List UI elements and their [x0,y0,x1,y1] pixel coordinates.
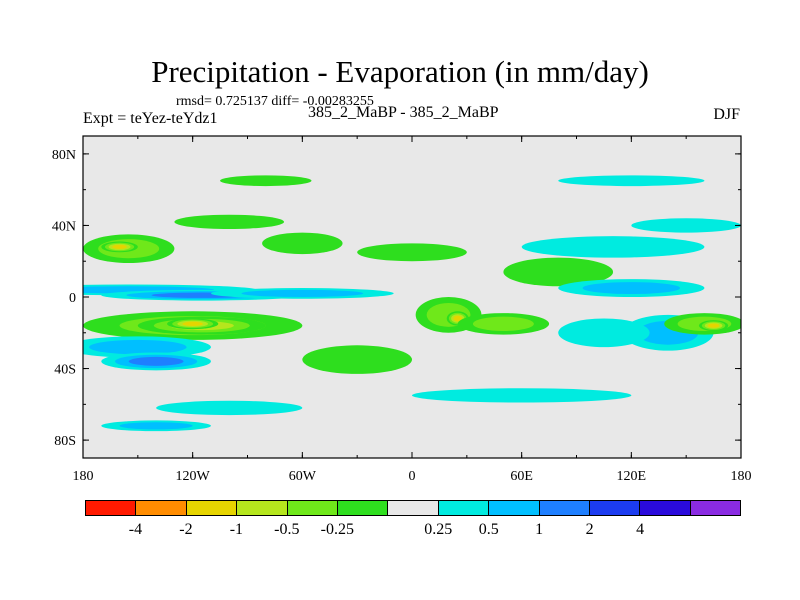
x-tick-label: 120E [617,469,647,484]
field-region [558,175,705,187]
field-region [156,400,303,416]
field-region [182,321,203,326]
x-tick-label: 60W [289,469,317,484]
x-tick-label: 120W [176,469,211,484]
y-tick-label: 80N [52,148,76,163]
colorbar-label: -4 [128,521,143,538]
colorbar-segment [589,501,641,515]
field-region [119,422,193,430]
field-region [453,315,463,322]
colorbar-label: -1 [229,521,244,538]
colorbar-segment [237,501,288,515]
x-tick-label: 180 [73,469,94,484]
colorbar-label: 0.25 [424,521,453,538]
colorbar-segment [287,501,338,515]
field-region [521,236,705,258]
field-region [241,289,364,297]
field-region [89,339,187,355]
colorbar [85,500,741,516]
y-tick-label: 80S [54,434,76,449]
chart-title: Precipitation - Evaporation (in mm/day) [151,54,649,89]
field-region [262,232,343,255]
field-region [582,282,681,295]
rmsd-diff-stats: rmsd= 0.725137 diff= -0.00283255 [176,94,374,109]
colorbar-segment [438,501,490,515]
x-tick-label: 180 [731,469,752,484]
colorbar-label: 2 [585,521,594,538]
colorbar-segment [337,501,389,515]
experiment-label: Expt = teYez-teYdz1 [83,110,218,127]
field-region [707,323,720,328]
field-region [112,244,127,250]
field-region [558,318,650,348]
field-region [412,388,632,403]
field-region [220,175,312,187]
colorbar-label: -0.25 [320,521,354,538]
colorbar-label: 4 [636,521,645,538]
colorbar-label: 0.5 [478,521,499,538]
colorbar-label: 1 [535,521,544,538]
colorbar-segment [86,501,137,515]
field-contours [83,175,741,432]
x-tick-label: 60E [510,469,533,484]
colorbar-segment [690,501,741,515]
y-tick-label: 40S [54,363,76,378]
field-region [631,218,741,233]
colorbar-label: -2 [179,521,193,538]
field-region [503,257,614,287]
colorbar-segment [539,501,590,515]
y-tick-label: 0 [69,291,76,306]
runs-label: 385_2_MaBP - 385_2_MaBP [308,104,499,121]
field-region [128,356,184,366]
colorbar-segment [640,501,691,515]
field-region [357,243,467,262]
colorbar-segment [489,501,540,515]
colorbar-segment [186,501,238,515]
colorbar-label: -0.5 [274,521,300,538]
y-tick-label: 40N [52,219,76,234]
field-region [302,345,412,374]
colorbar-segment [388,501,439,515]
field-region [174,214,285,230]
season-label: DJF [713,106,740,123]
x-tick-label: 0 [409,469,416,484]
colorbar-segment [136,501,187,515]
field-region [472,316,534,331]
